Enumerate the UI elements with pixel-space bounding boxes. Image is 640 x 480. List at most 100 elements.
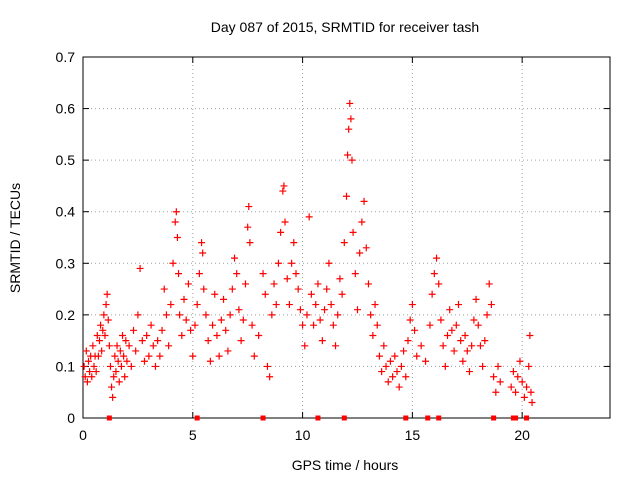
data-point — [94, 352, 102, 360]
y-tick-label: 0.4 — [56, 204, 76, 220]
data-point — [450, 347, 458, 355]
data-point — [175, 270, 183, 278]
data-point — [483, 311, 491, 319]
data-point — [111, 352, 119, 360]
data-point — [151, 362, 159, 370]
data-point — [296, 306, 304, 314]
data-point — [231, 254, 239, 262]
data-point — [237, 337, 245, 345]
data-point — [173, 234, 181, 241]
data-point — [202, 311, 210, 319]
data-point — [213, 331, 221, 339]
data-point — [336, 275, 344, 283]
data-point — [525, 362, 533, 370]
data-point — [373, 321, 381, 329]
data-point — [288, 259, 296, 267]
data-point — [346, 99, 354, 107]
data-point — [259, 270, 267, 278]
zero-marker — [194, 415, 200, 421]
data-point — [426, 321, 434, 329]
data-point — [430, 270, 438, 278]
data-point — [303, 311, 311, 319]
data-point — [226, 311, 234, 319]
data-point — [523, 383, 531, 391]
data-point — [215, 352, 223, 360]
data-point — [485, 280, 493, 288]
data-point — [154, 337, 162, 345]
zero-marker — [341, 415, 347, 421]
data-point — [138, 337, 146, 345]
data-point — [408, 301, 416, 309]
y-tick-label: 0 — [67, 410, 75, 426]
plot-frame — [82, 56, 611, 419]
data-point — [457, 337, 465, 345]
data-point — [134, 311, 142, 319]
data-point — [132, 347, 140, 355]
y-tick-label: 0.6 — [56, 101, 76, 117]
data-point — [439, 342, 447, 350]
data-point — [95, 337, 103, 345]
data-point — [329, 321, 337, 329]
data-point — [115, 378, 123, 386]
data-point — [472, 295, 480, 303]
grid — [83, 57, 610, 418]
zero-marker — [524, 415, 530, 421]
data-point — [347, 115, 355, 123]
data-point — [433, 254, 441, 262]
data-point — [314, 280, 322, 288]
data-point — [248, 321, 256, 329]
y-tick-label: 0.2 — [56, 307, 76, 323]
data-point — [199, 249, 207, 257]
data-point — [294, 285, 302, 293]
data-point — [437, 316, 445, 324]
data-point — [400, 347, 408, 355]
data-point — [149, 342, 157, 350]
data-point — [299, 321, 307, 329]
data-point — [117, 362, 125, 370]
data-point — [470, 316, 478, 324]
data-point — [86, 368, 94, 376]
data-point — [514, 373, 522, 381]
data-point — [369, 331, 377, 339]
data-point — [413, 352, 421, 360]
data-point — [160, 285, 168, 293]
data-point — [274, 259, 282, 267]
data-point — [490, 373, 498, 381]
data-point — [88, 373, 96, 381]
data-point — [474, 321, 482, 329]
data-point — [228, 285, 236, 293]
data-point — [156, 352, 164, 360]
axis-ticks: 0 0.1 0.2 0.3 0.4 0.5 0.6 0.7 0 5 10 15 20 — [56, 49, 610, 443]
data-point — [461, 331, 469, 339]
x-axis-label: GPS time / hours — [292, 457, 399, 473]
data-point — [180, 295, 188, 303]
data-point — [411, 326, 419, 334]
data-point — [104, 316, 112, 324]
zero-marker — [491, 415, 497, 421]
data-point — [406, 316, 414, 324]
data-point — [113, 342, 121, 350]
data-point — [171, 218, 179, 226]
data-point — [206, 357, 214, 365]
data-point — [380, 342, 388, 350]
data-point — [528, 399, 536, 407]
data-point — [167, 301, 175, 309]
data-point — [233, 270, 241, 278]
data-point — [100, 311, 108, 319]
data-point — [209, 321, 217, 329]
data-point — [465, 368, 473, 376]
data-point — [307, 290, 315, 298]
data-point — [114, 357, 122, 365]
data-point — [277, 228, 285, 236]
data-point — [397, 362, 405, 370]
data-point — [121, 373, 129, 381]
data-point — [301, 342, 309, 350]
data-point — [338, 290, 346, 298]
data-point — [239, 316, 247, 324]
data-point — [444, 331, 452, 339]
data-point — [353, 306, 361, 314]
data-point — [220, 295, 228, 303]
data-point — [494, 362, 502, 370]
data-point — [147, 321, 155, 329]
data-point — [224, 347, 232, 355]
